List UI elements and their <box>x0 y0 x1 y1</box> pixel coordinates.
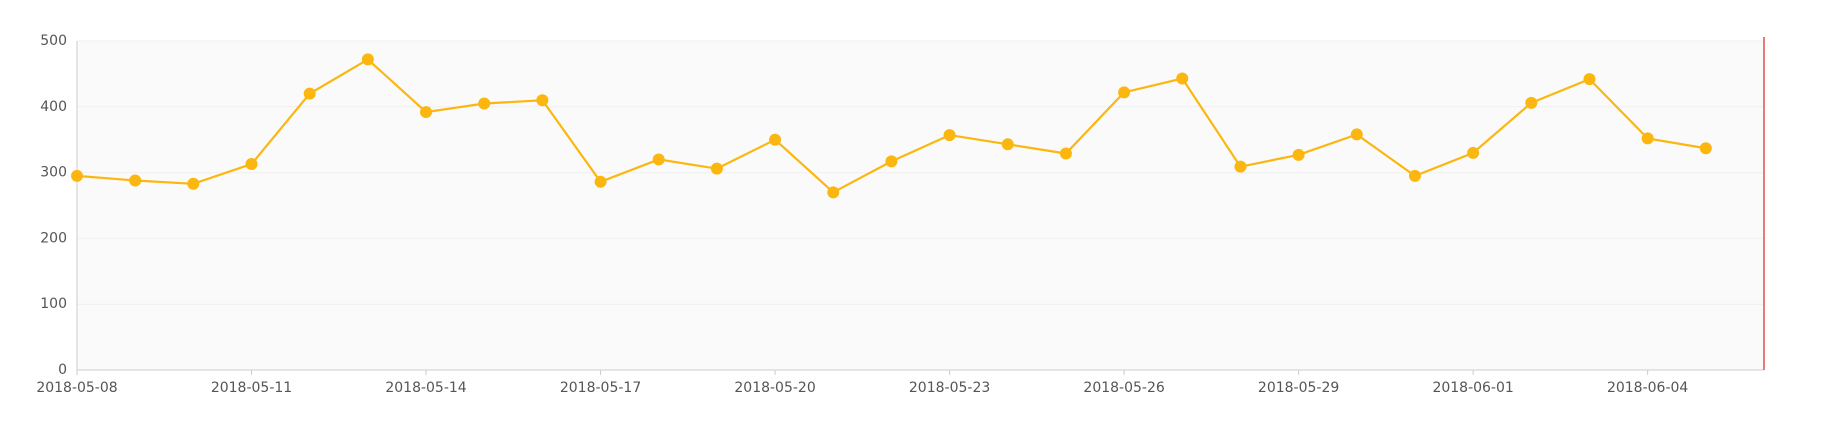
point <box>652 153 665 166</box>
point <box>303 87 316 100</box>
point <box>1234 160 1247 173</box>
point <box>1001 138 1014 151</box>
y-tick-label: 500 <box>40 33 67 49</box>
y-tick-label: 200 <box>40 230 67 246</box>
point <box>1467 146 1480 159</box>
plot-area <box>77 41 1764 370</box>
point <box>129 174 142 187</box>
x-tick-label: 2018-06-04 <box>1607 380 1688 396</box>
point <box>1059 147 1072 160</box>
point <box>1699 142 1712 155</box>
x-tick-label: 2018-05-08 <box>36 380 117 396</box>
point <box>187 177 200 190</box>
point <box>710 162 723 175</box>
y-tick-label: 100 <box>40 296 67 312</box>
point <box>478 97 491 110</box>
point <box>1176 72 1189 85</box>
point <box>71 169 83 182</box>
point <box>769 133 782 146</box>
x-tick-label: 2018-05-11 <box>211 380 292 396</box>
point <box>536 94 549 107</box>
y-tick-label: 300 <box>40 165 67 181</box>
point <box>420 106 433 119</box>
point <box>361 53 374 66</box>
point <box>1292 148 1305 161</box>
point <box>1583 73 1596 86</box>
point <box>1641 132 1654 145</box>
x-tick-label: 2018-05-29 <box>1258 380 1339 396</box>
x-tick-label: 2018-05-14 <box>385 380 466 396</box>
x-tick-label: 2018-05-17 <box>560 380 641 396</box>
x-tick-label: 2018-05-23 <box>909 380 990 396</box>
point <box>943 129 956 142</box>
y-tick-label: 0 <box>58 362 67 378</box>
x-tick-label: 2018-05-20 <box>734 380 815 396</box>
point <box>1525 96 1538 109</box>
point <box>1350 128 1363 141</box>
point <box>1408 169 1421 182</box>
point <box>594 175 607 188</box>
point <box>885 155 898 168</box>
y-tick-label: 400 <box>40 99 67 115</box>
point <box>827 186 840 199</box>
point <box>245 158 258 171</box>
x-tick-label: 2018-05-26 <box>1083 380 1164 396</box>
x-tick-label: 2018-06-01 <box>1432 380 1513 396</box>
point <box>1118 86 1131 99</box>
